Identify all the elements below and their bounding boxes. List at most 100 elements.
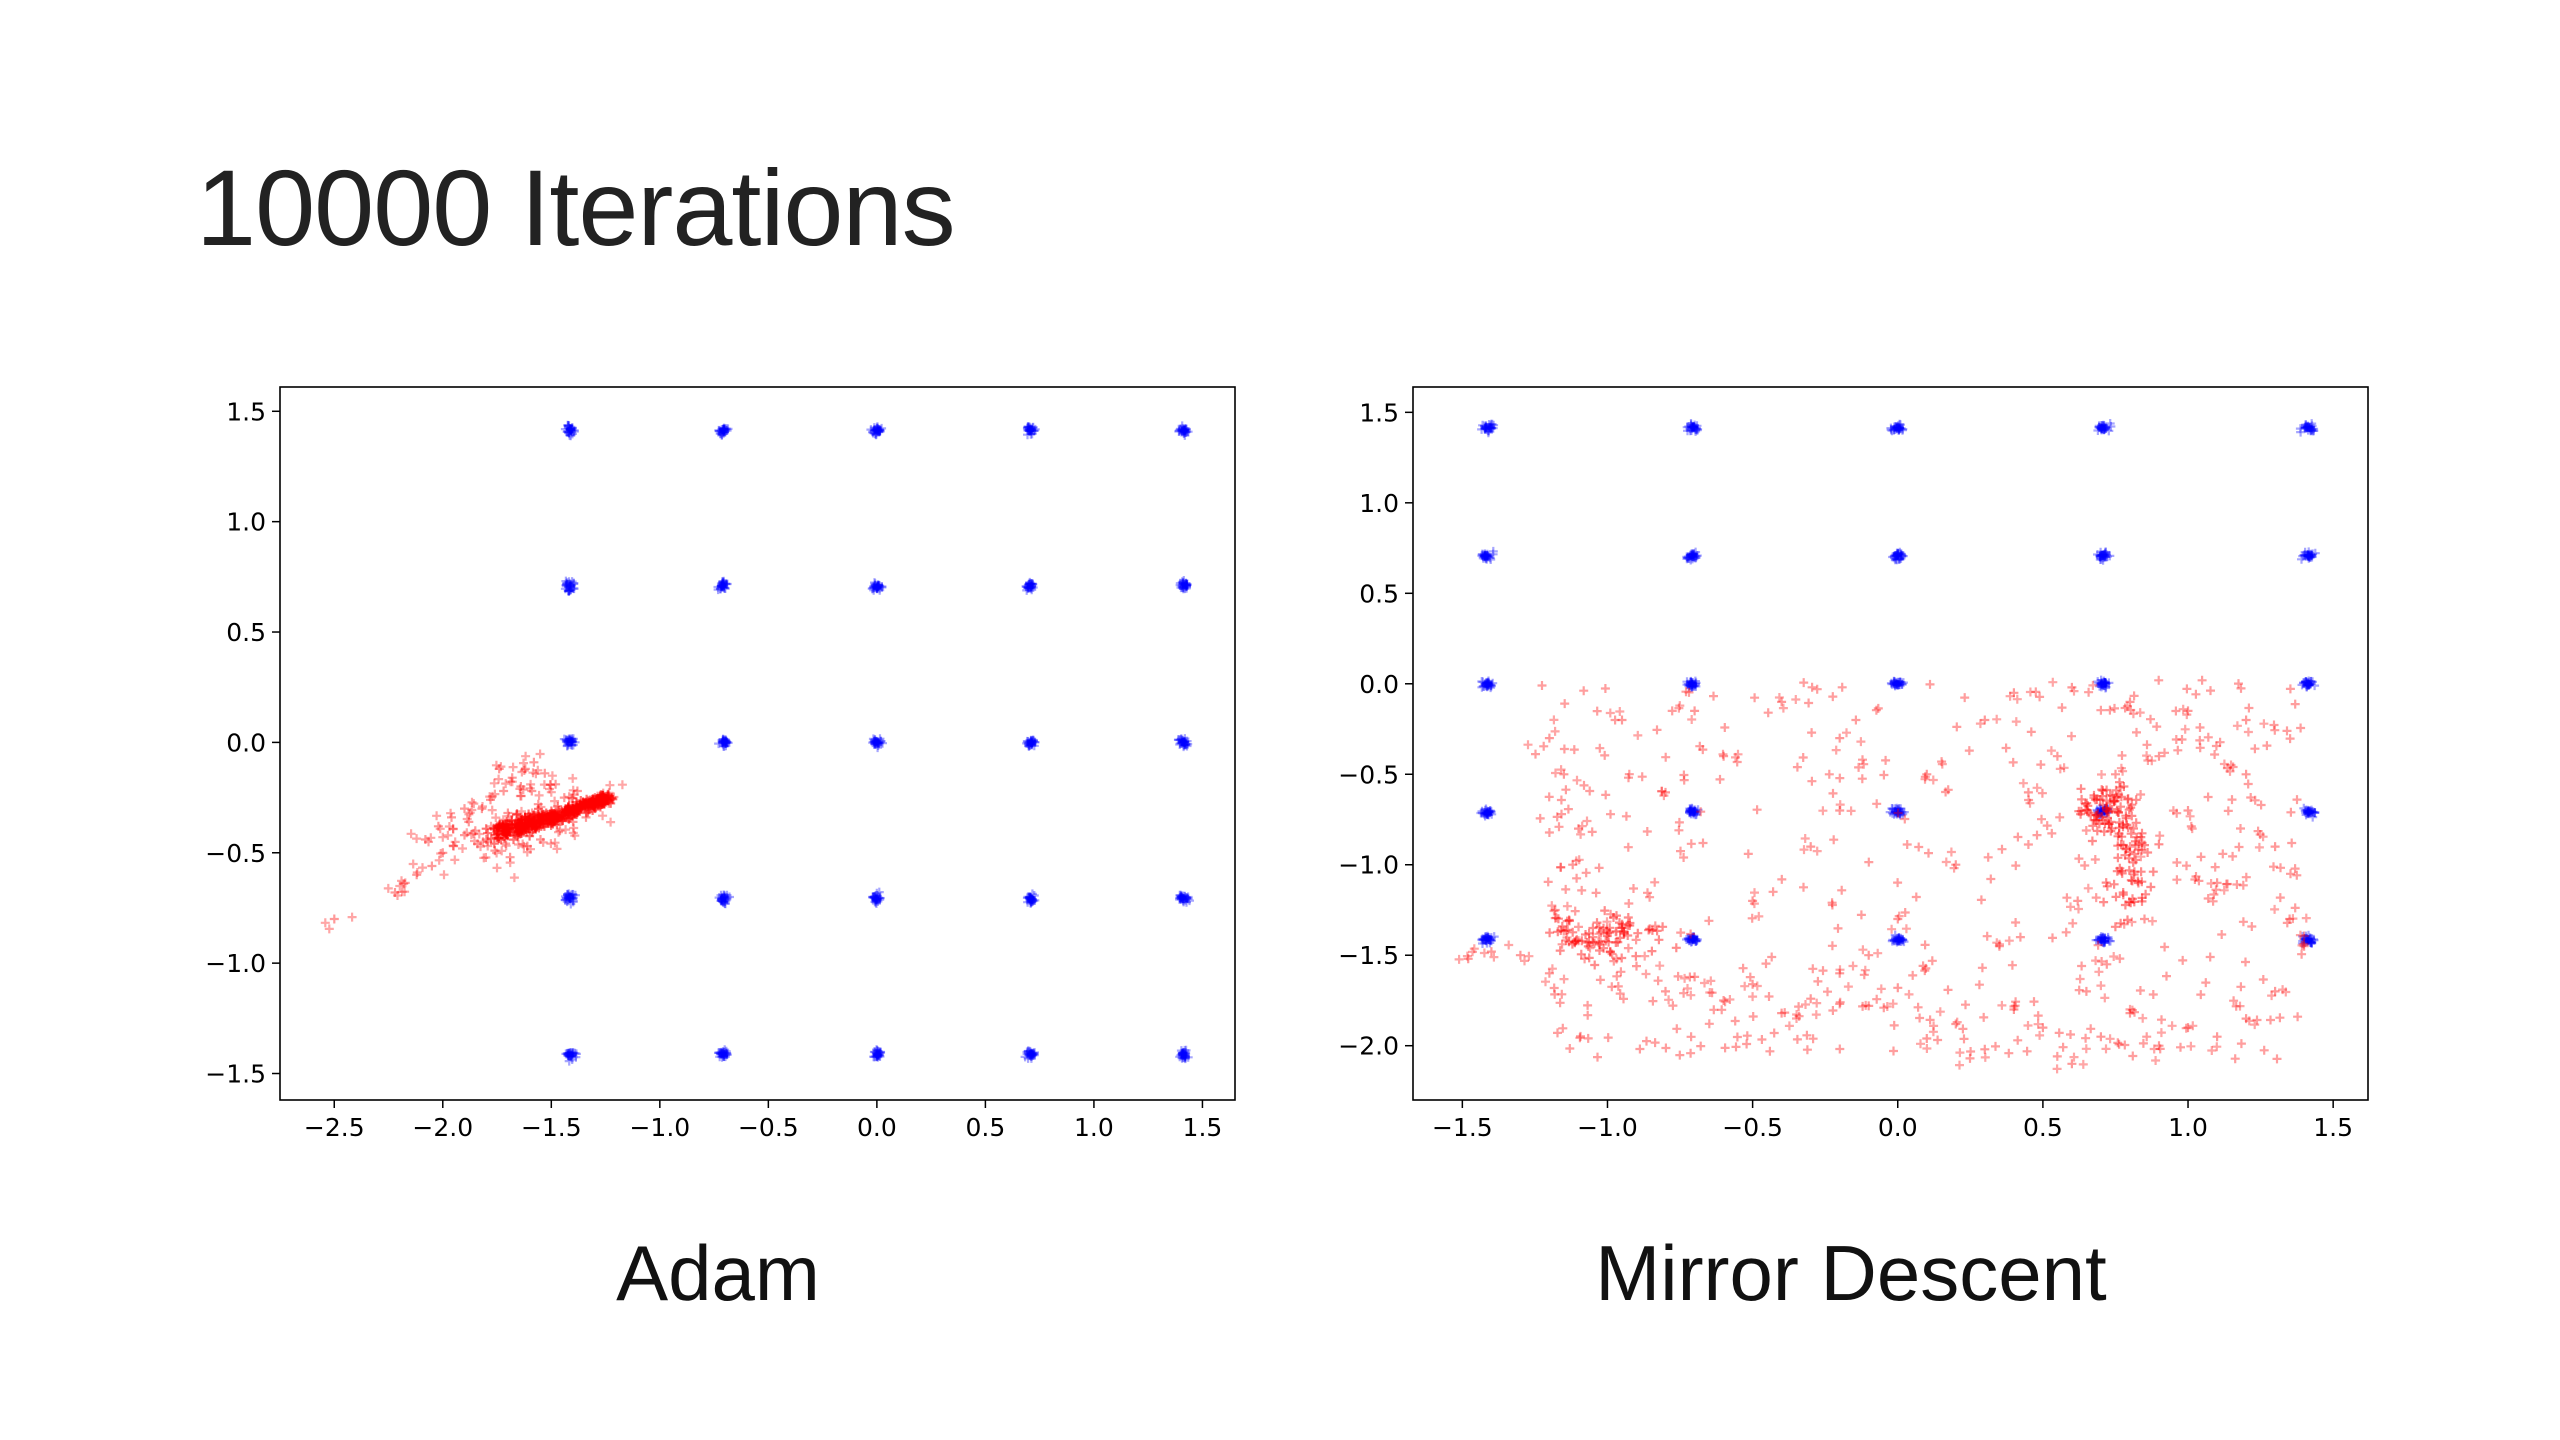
mirror-descent-generated-point-809 <box>2173 745 2183 755</box>
adam-target-point-239 <box>718 579 728 589</box>
adam-target-point-55 <box>564 893 574 902</box>
adam-target-point-359 <box>870 737 880 747</box>
adam-target-point-175 <box>720 899 730 908</box>
mirror-descent-generated-point-135 <box>2052 1064 2062 1074</box>
mirror-descent-generated-point-896 <box>2290 699 2300 709</box>
mirror-descent-generated-point-749 <box>2135 986 2145 995</box>
adam-target-point-375 <box>870 578 879 588</box>
adam-target-point-458 <box>1026 898 1036 907</box>
mirror-descent-generated-point-793 <box>1685 972 1695 982</box>
adam-target-point-412 <box>875 425 885 435</box>
adam-target-point-584 <box>1178 1053 1188 1063</box>
adam-target-point-617 <box>1179 736 1189 746</box>
mirror-descent-generated-point-664 <box>1623 842 1633 852</box>
adam-target-point-514 <box>1024 579 1034 589</box>
adam-target-point-672 <box>1179 426 1189 436</box>
adam-target-point-401 <box>872 423 882 433</box>
mirror-descent-generated-point-856 <box>1539 741 1549 751</box>
adam-target-point-676 <box>1178 424 1188 434</box>
adam-target-point-116 <box>565 425 575 435</box>
adam-generated-point-49 <box>527 786 537 796</box>
adam-target-point-92 <box>566 580 576 590</box>
adam-target-point-166 <box>719 1048 729 1058</box>
adam-target-point-152 <box>717 1052 727 1062</box>
adam-target-point-85 <box>562 581 572 591</box>
adam-target-point-67 <box>566 734 576 744</box>
adam-generated-point-271 <box>553 801 563 811</box>
adam-target-point-28 <box>568 897 578 907</box>
adam-target-point-298 <box>873 1046 883 1056</box>
adam-target-point-274 <box>718 424 728 434</box>
adam-target-point-393 <box>871 427 881 437</box>
adam-target-point-194 <box>718 896 728 906</box>
adam-target-point-228 <box>718 580 728 590</box>
adam-target-point-583 <box>1178 1048 1187 1058</box>
mirror-descent-generated-point-711 <box>1544 792 1554 802</box>
adam-generated-point-131 <box>552 844 562 854</box>
adam-target-point-667 <box>1178 578 1188 588</box>
adam-target-point-25 <box>570 1048 580 1058</box>
adam-target-point-679 <box>1181 425 1191 435</box>
mirror-descent-generated-point-886 <box>1908 970 1918 980</box>
adam-target-point-446 <box>1024 1048 1034 1058</box>
adam-target-point-545 <box>1025 426 1035 436</box>
adam-target-point-339 <box>869 737 879 747</box>
adam-target-point-269 <box>719 424 729 434</box>
mirror-descent-generated-point-865 <box>1709 1005 1719 1015</box>
adam-target-point-520 <box>1027 579 1037 589</box>
mirror-descent-generated-point-193 <box>1842 728 1851 738</box>
adam-target-point-437 <box>1026 1049 1036 1059</box>
adam-target-point-588 <box>1182 897 1191 907</box>
mirror-descent-generated-point-709 <box>2218 849 2228 859</box>
mirror-descent-generated-point-540 <box>2074 854 2084 864</box>
adam-target-point-526 <box>1027 581 1037 591</box>
adam-target-point-354 <box>868 734 878 744</box>
adam-target-point-456 <box>1025 893 1035 903</box>
adam-target-point-610 <box>1176 890 1186 900</box>
mirror-descent-points <box>1454 419 2320 1074</box>
adam-target-point-453 <box>1026 894 1036 904</box>
mirror-descent-generated-point-187 <box>1750 888 1759 898</box>
adam-target-point-443 <box>1025 1049 1035 1059</box>
adam-generated-point-196 <box>491 760 501 770</box>
adam-target-point-8 <box>568 1048 578 1058</box>
mirror-descent-generated-point-606 <box>2238 880 2248 890</box>
adam-target-point-414 <box>868 427 878 437</box>
adam-target-point-592 <box>1176 892 1186 902</box>
adam-target-point-389 <box>875 583 884 593</box>
mirror-descent-generated-point-514 <box>1750 693 1760 703</box>
adam-generated-point-105 <box>501 779 511 789</box>
adam-target-point-200 <box>720 738 730 748</box>
mirror-descent-generated-point-891 <box>1704 916 1714 926</box>
mirror-descent-generated-point-618 <box>2001 743 2011 753</box>
mirror-descent-generated-point-326 <box>1545 928 1555 938</box>
adam-target-point-328 <box>871 895 881 904</box>
adam-target-point-352 <box>873 737 883 747</box>
adam-target-point-47 <box>563 890 572 899</box>
mirror-descent-generated-point-431 <box>2131 795 2141 805</box>
adam-target-point-489 <box>1027 740 1037 750</box>
adam-target-point-181 <box>717 894 727 904</box>
adam-target-point-286 <box>872 1050 882 1060</box>
adam-generated-point-53 <box>393 891 402 900</box>
mirror-descent-generated-point-161 <box>1523 740 1533 750</box>
adam-generated-point-197 <box>526 779 536 789</box>
mirror-descent-generated-point-506 <box>1927 956 1937 966</box>
mirror-descent-generated-point-717 <box>2026 727 2036 737</box>
adam-target-point-255 <box>715 426 725 436</box>
adam-target-point-356 <box>871 739 880 749</box>
adam-target-point-648 <box>1178 579 1188 589</box>
adam-target-point-219 <box>718 737 728 747</box>
adam-generated-point-100 <box>508 762 518 772</box>
adam-target-point-504 <box>1026 583 1036 593</box>
mirror-descent-generated-point-712 <box>1715 774 1725 784</box>
adam-target-point-407 <box>869 423 879 433</box>
adam-target-point-358 <box>876 736 886 746</box>
mirror-descent-generated-point-599 <box>2117 751 2127 760</box>
adam-target-point-162 <box>717 1048 727 1058</box>
mirror-descent-y-tick-label: 0.0 <box>1359 670 1399 699</box>
adam-target-point-21 <box>567 1050 577 1060</box>
adam-generated-point-50 <box>320 918 330 928</box>
adam-target-point-124 <box>567 423 577 433</box>
